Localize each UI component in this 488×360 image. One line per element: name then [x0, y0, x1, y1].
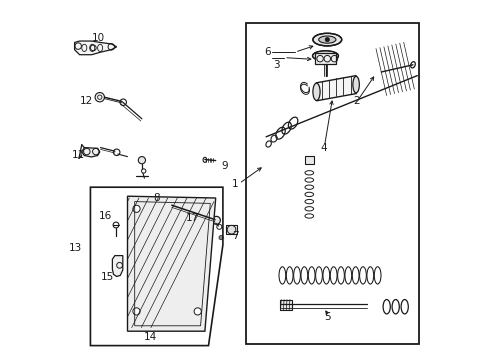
Text: 7: 7	[232, 231, 238, 241]
Text: 9: 9	[221, 161, 227, 171]
Polygon shape	[81, 148, 100, 157]
Polygon shape	[127, 196, 215, 331]
Text: 8: 8	[153, 193, 159, 203]
Text: 15: 15	[101, 272, 114, 282]
Circle shape	[219, 235, 223, 240]
Text: 11: 11	[72, 150, 85, 160]
Text: 4: 4	[320, 143, 326, 153]
Polygon shape	[112, 256, 122, 276]
Circle shape	[133, 308, 140, 315]
Text: 14: 14	[144, 332, 157, 342]
Ellipse shape	[312, 51, 338, 61]
Circle shape	[138, 157, 145, 164]
Ellipse shape	[312, 83, 320, 100]
Text: 13: 13	[68, 243, 82, 253]
Text: 1: 1	[232, 179, 238, 189]
Circle shape	[227, 225, 235, 234]
Text: 17: 17	[185, 213, 199, 223]
Ellipse shape	[318, 36, 335, 43]
Ellipse shape	[352, 76, 359, 93]
Polygon shape	[316, 76, 355, 101]
Circle shape	[194, 308, 201, 315]
Ellipse shape	[312, 33, 341, 46]
Bar	[279, 300, 292, 310]
Polygon shape	[75, 41, 117, 55]
Bar	[246, 23, 418, 344]
Text: 6: 6	[264, 47, 271, 57]
Text: 12: 12	[80, 96, 93, 106]
Text: 5: 5	[324, 312, 330, 322]
Text: 2: 2	[352, 96, 359, 106]
Bar	[314, 53, 336, 64]
Circle shape	[212, 216, 220, 224]
Bar	[305, 156, 313, 164]
Text: 3: 3	[273, 60, 280, 70]
Circle shape	[169, 201, 177, 208]
Text: 10: 10	[92, 33, 105, 43]
Circle shape	[325, 37, 329, 42]
Circle shape	[133, 205, 140, 212]
Circle shape	[95, 93, 104, 102]
Text: 16: 16	[99, 211, 112, 221]
Bar	[226, 225, 236, 234]
